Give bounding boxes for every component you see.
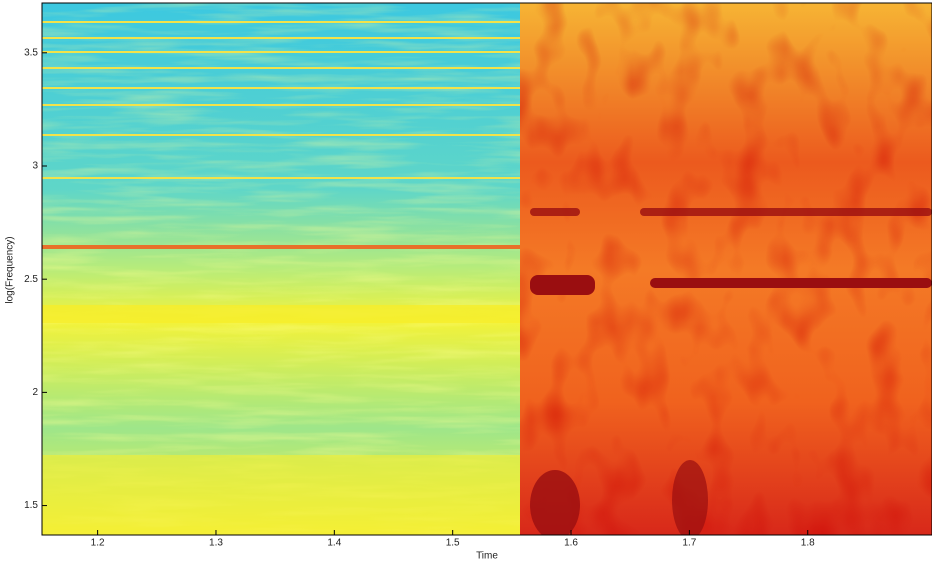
y-tick-label: 3 — [32, 161, 38, 172]
heat-texture — [520, 3, 932, 535]
x-tick-label: 1.7 — [682, 538, 696, 549]
heat-texture — [42, 3, 520, 535]
y-tick-label: 1.5 — [24, 500, 38, 511]
harmonic-lines — [42, 21, 520, 179]
x-tick-label: 1.3 — [209, 538, 223, 549]
x-tick-label: 1.2 — [91, 538, 105, 549]
heat-band — [42, 305, 520, 323]
dark-bands — [530, 208, 932, 535]
heat-band — [42, 455, 520, 535]
spectrogram-image — [42, 3, 932, 535]
plot-frame — [41, 2, 932, 536]
x-tick-label: 1.4 — [327, 538, 341, 549]
y-tick-label: 2 — [32, 387, 38, 398]
y-axis-label: log(Frequency) — [5, 236, 16, 303]
x-axis-label: Time — [476, 551, 498, 562]
y-tick-label: 2.5 — [24, 274, 38, 285]
x-tick-label: 1.8 — [801, 538, 815, 549]
x-tick-label: 1.5 — [446, 538, 460, 549]
y-tick-label: 3.5 — [24, 47, 38, 58]
x-tick-label: 1.6 — [564, 538, 578, 549]
